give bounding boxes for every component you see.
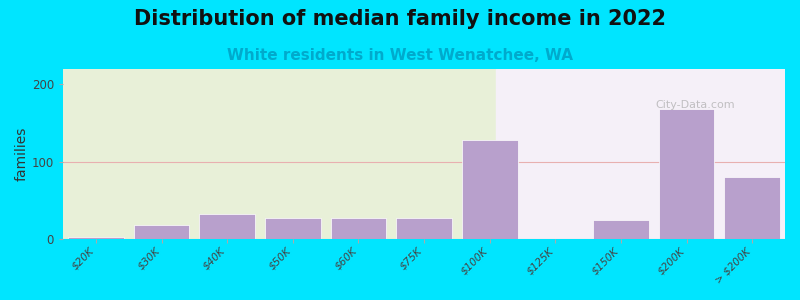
Bar (396, 218, 452, 239)
Bar (658, 109, 714, 239)
Bar (199, 214, 255, 239)
Bar (724, 177, 780, 239)
Text: City-Data.com: City-Data.com (655, 100, 734, 110)
Bar (593, 220, 649, 239)
Bar (462, 140, 518, 239)
Y-axis label: families: families (15, 127, 29, 181)
Bar (134, 225, 190, 239)
Bar (265, 218, 321, 239)
Bar (68, 237, 124, 239)
Text: White residents in West Wenatchee, WA: White residents in West Wenatchee, WA (227, 48, 573, 63)
Text: Distribution of median family income in 2022: Distribution of median family income in … (134, 9, 666, 29)
Bar (330, 218, 386, 239)
Bar (63, 69, 496, 239)
Bar (496, 69, 800, 239)
